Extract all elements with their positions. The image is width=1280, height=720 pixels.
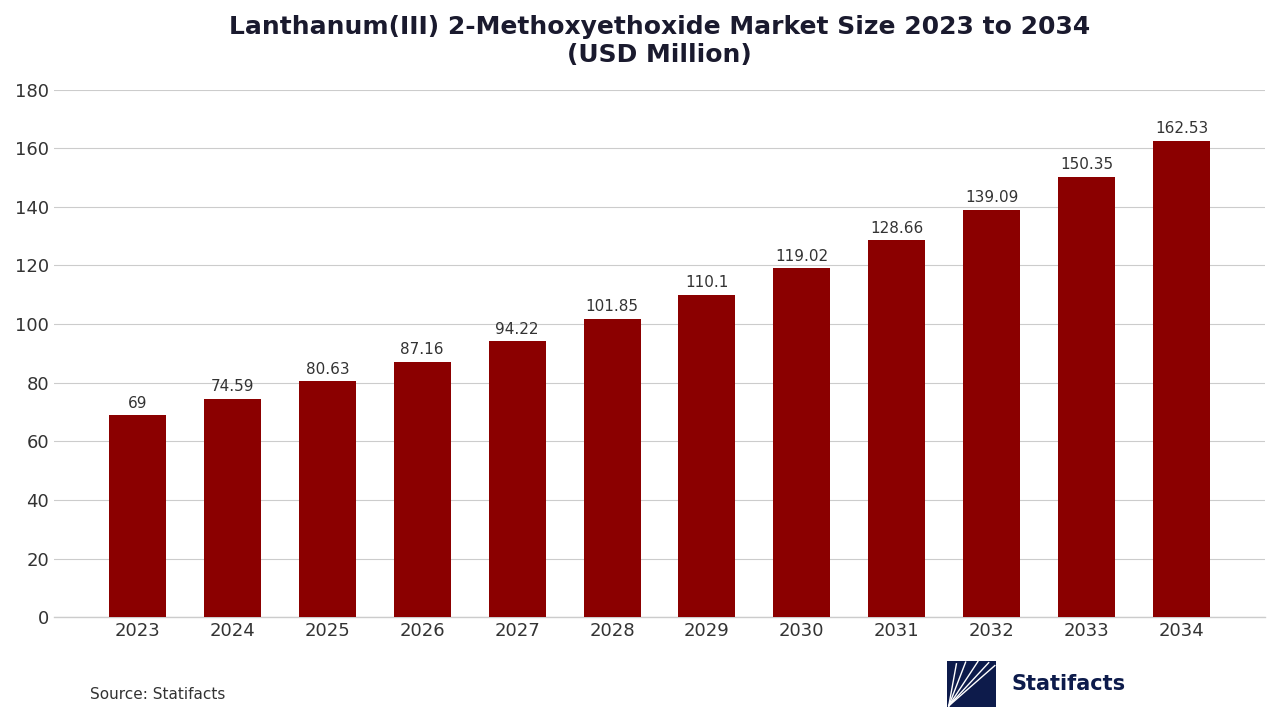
Text: Statifacts: Statifacts	[1011, 674, 1126, 694]
Bar	[678, 294, 736, 617]
Bar	[1059, 176, 1115, 617]
Bar	[298, 381, 356, 617]
Bar	[489, 341, 545, 617]
Text: 119.02: 119.02	[776, 249, 828, 264]
Text: 101.85: 101.85	[585, 300, 639, 315]
Text: 162.53: 162.53	[1155, 122, 1208, 136]
Text: 80.63: 80.63	[306, 361, 349, 377]
Text: 69: 69	[128, 395, 147, 410]
Bar	[109, 415, 166, 617]
Text: 128.66: 128.66	[870, 221, 923, 235]
Text: Source: Statifacts: Source: Statifacts	[90, 687, 225, 702]
Text: 110.1: 110.1	[685, 275, 728, 290]
Text: 150.35: 150.35	[1060, 157, 1114, 172]
Bar	[868, 240, 925, 617]
Text: 94.22: 94.22	[495, 322, 539, 337]
Text: 139.09: 139.09	[965, 190, 1019, 205]
Bar	[773, 269, 831, 617]
Bar	[1153, 141, 1210, 617]
Bar	[963, 210, 1020, 617]
Bar	[947, 661, 996, 707]
Text: 74.59: 74.59	[211, 379, 255, 395]
Text: 87.16: 87.16	[401, 343, 444, 357]
Title: Lanthanum(III) 2-Methoxyethoxide Market Size 2023 to 2034
(USD Million): Lanthanum(III) 2-Methoxyethoxide Market …	[229, 15, 1091, 67]
Bar	[204, 399, 261, 617]
Bar	[584, 319, 640, 617]
Bar	[394, 361, 451, 617]
